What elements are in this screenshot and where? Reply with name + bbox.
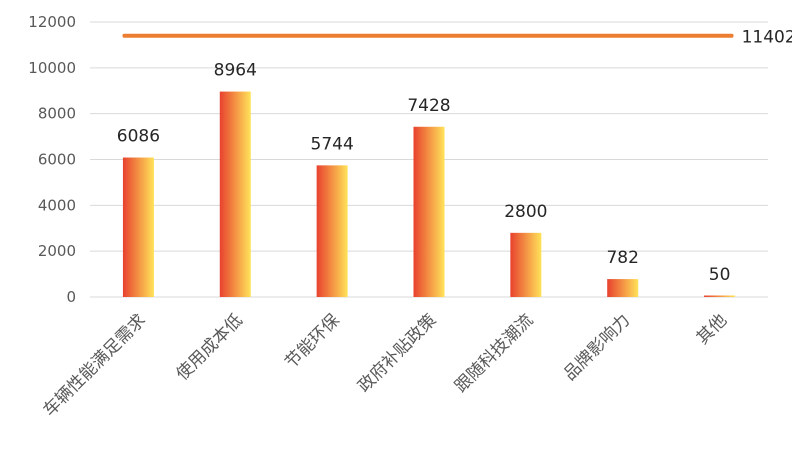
y-tick-label: 8000 [38,105,76,123]
category-label: 跟随科技潮流 [451,310,537,396]
data-label: 782 [606,248,638,268]
y-tick-label: 10000 [28,59,76,77]
y-tick-label: 4000 [38,196,76,214]
reference-line-group: 11402 [122,28,792,48]
data-label: 8964 [214,61,257,81]
category-label: 车辆性能满足需求 [40,310,150,420]
category-label: 使用成本低 [172,310,247,385]
y-tick-label: 2000 [38,242,76,260]
category-label: 政府补贴政策 [354,310,440,396]
category-label: 节能环保 [281,310,343,372]
category-label: 其他 [693,310,731,348]
data-label: 5744 [311,134,354,154]
data-label: 50 [709,265,731,285]
reference-line-label: 11402 [742,28,792,48]
bar [219,91,251,297]
y-axis-ticks: 0 2000 4000 6000 8000 10000 12000 [28,13,76,306]
bars [122,91,736,298]
y-tick-label: 0 [66,288,76,306]
data-label: 2800 [504,202,547,222]
bar [510,232,542,297]
category-label: 品牌影响力 [560,310,634,384]
data-labels: 6086 8964 5744 7428 2800 782 50 [117,61,731,285]
bar [316,165,348,297]
category-labels: 车辆性能满足需求 使用成本低 节能环保 政府补贴政策 跟随科技潮流 品牌影响力 其他 [40,310,731,421]
data-label: 6086 [117,127,160,147]
bar [607,279,639,297]
bar [122,157,154,297]
y-tick-label: 6000 [38,151,76,169]
bar [704,295,736,297]
y-tick-label: 12000 [28,13,76,31]
bar [413,126,445,298]
data-label: 7428 [407,96,450,116]
